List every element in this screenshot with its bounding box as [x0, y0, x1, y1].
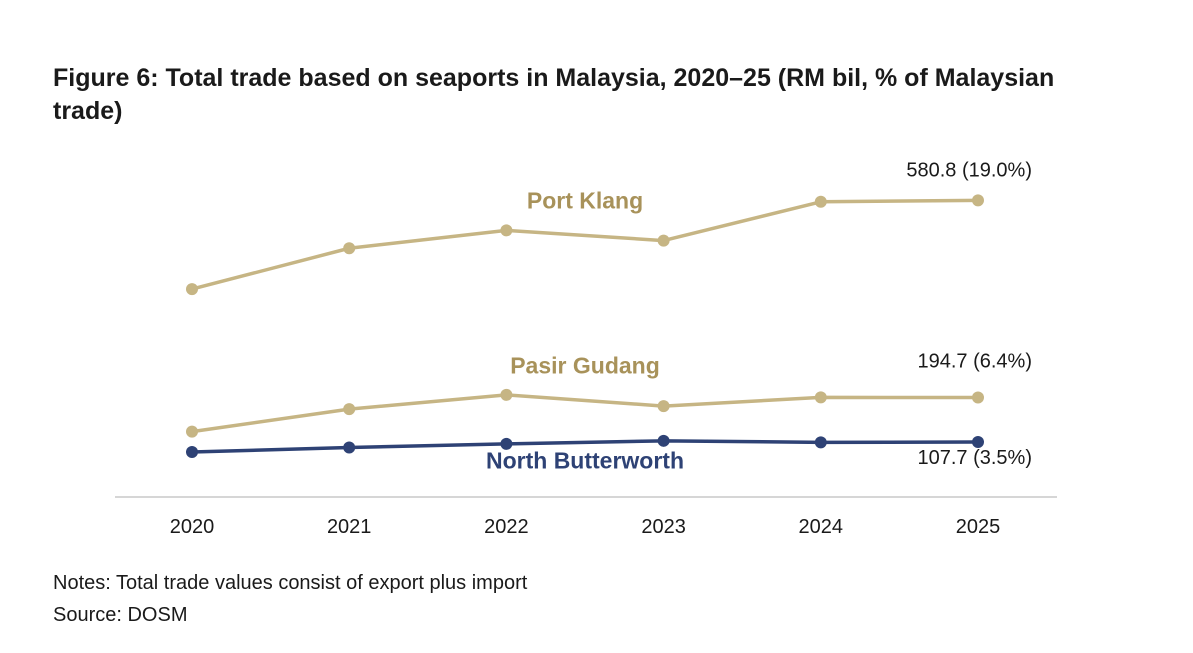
pasir-gudang-point-2023 [657, 400, 670, 413]
port-klang-point-2023 [657, 234, 670, 247]
north-butterworth-point-2020 [186, 446, 198, 459]
pasir-gudang-end-label: 194.7 (6.4%) [917, 351, 1032, 373]
port-klang-point-2025 [972, 194, 984, 207]
north-butterworth-line [191, 439, 979, 454]
pasir-gudang-series-label: Pasir Gudang [510, 352, 660, 378]
port-klang-line [191, 198, 979, 291]
x-tick-label-2021: 2021 [327, 516, 372, 538]
north-butterworth-series-label: North Butterworth [486, 447, 684, 473]
north-butterworth-end-label: 107.7 (3.5%) [917, 447, 1032, 469]
x-tick-label-2023: 2023 [641, 516, 686, 538]
pasir-gudang-point-2021 [343, 403, 356, 416]
chart-source: Source: DOSM [53, 604, 188, 626]
port-klang-point-2020 [186, 283, 198, 296]
north-butterworth-point-2022 [500, 437, 513, 450]
x-tick-label-2024: 2024 [799, 516, 844, 538]
pasir-gudang-point-2024 [814, 391, 827, 404]
x-tick-label-2022: 2022 [484, 516, 529, 538]
pasir-gudang-point-2020 [186, 425, 198, 438]
chart-title: Figure 6: Total trade based on seaports … [53, 64, 1055, 125]
pasir-gudang-line [191, 393, 979, 434]
chart-notes: Notes: Total trade values consist of exp… [53, 572, 528, 594]
port-klang-end-label: 580.8 (19.0%) [906, 159, 1032, 181]
port-klang-point-2022 [500, 224, 513, 237]
north-butterworth-point-2025 [972, 435, 984, 448]
port-klang-series-label: Port Klang [527, 187, 643, 213]
north-butterworth-point-2021 [343, 441, 356, 454]
pasir-gudang-point-2022 [500, 388, 513, 401]
north-butterworth-point-2023 [657, 434, 670, 447]
port-klang-point-2024 [814, 195, 827, 208]
port-klang-point-2021 [343, 242, 356, 255]
x-tick-label-2025: 2025 [956, 516, 1001, 538]
pasir-gudang-point-2025 [972, 391, 984, 404]
x-tick-label-2020: 2020 [170, 516, 215, 538]
north-butterworth-point-2024 [814, 436, 827, 449]
